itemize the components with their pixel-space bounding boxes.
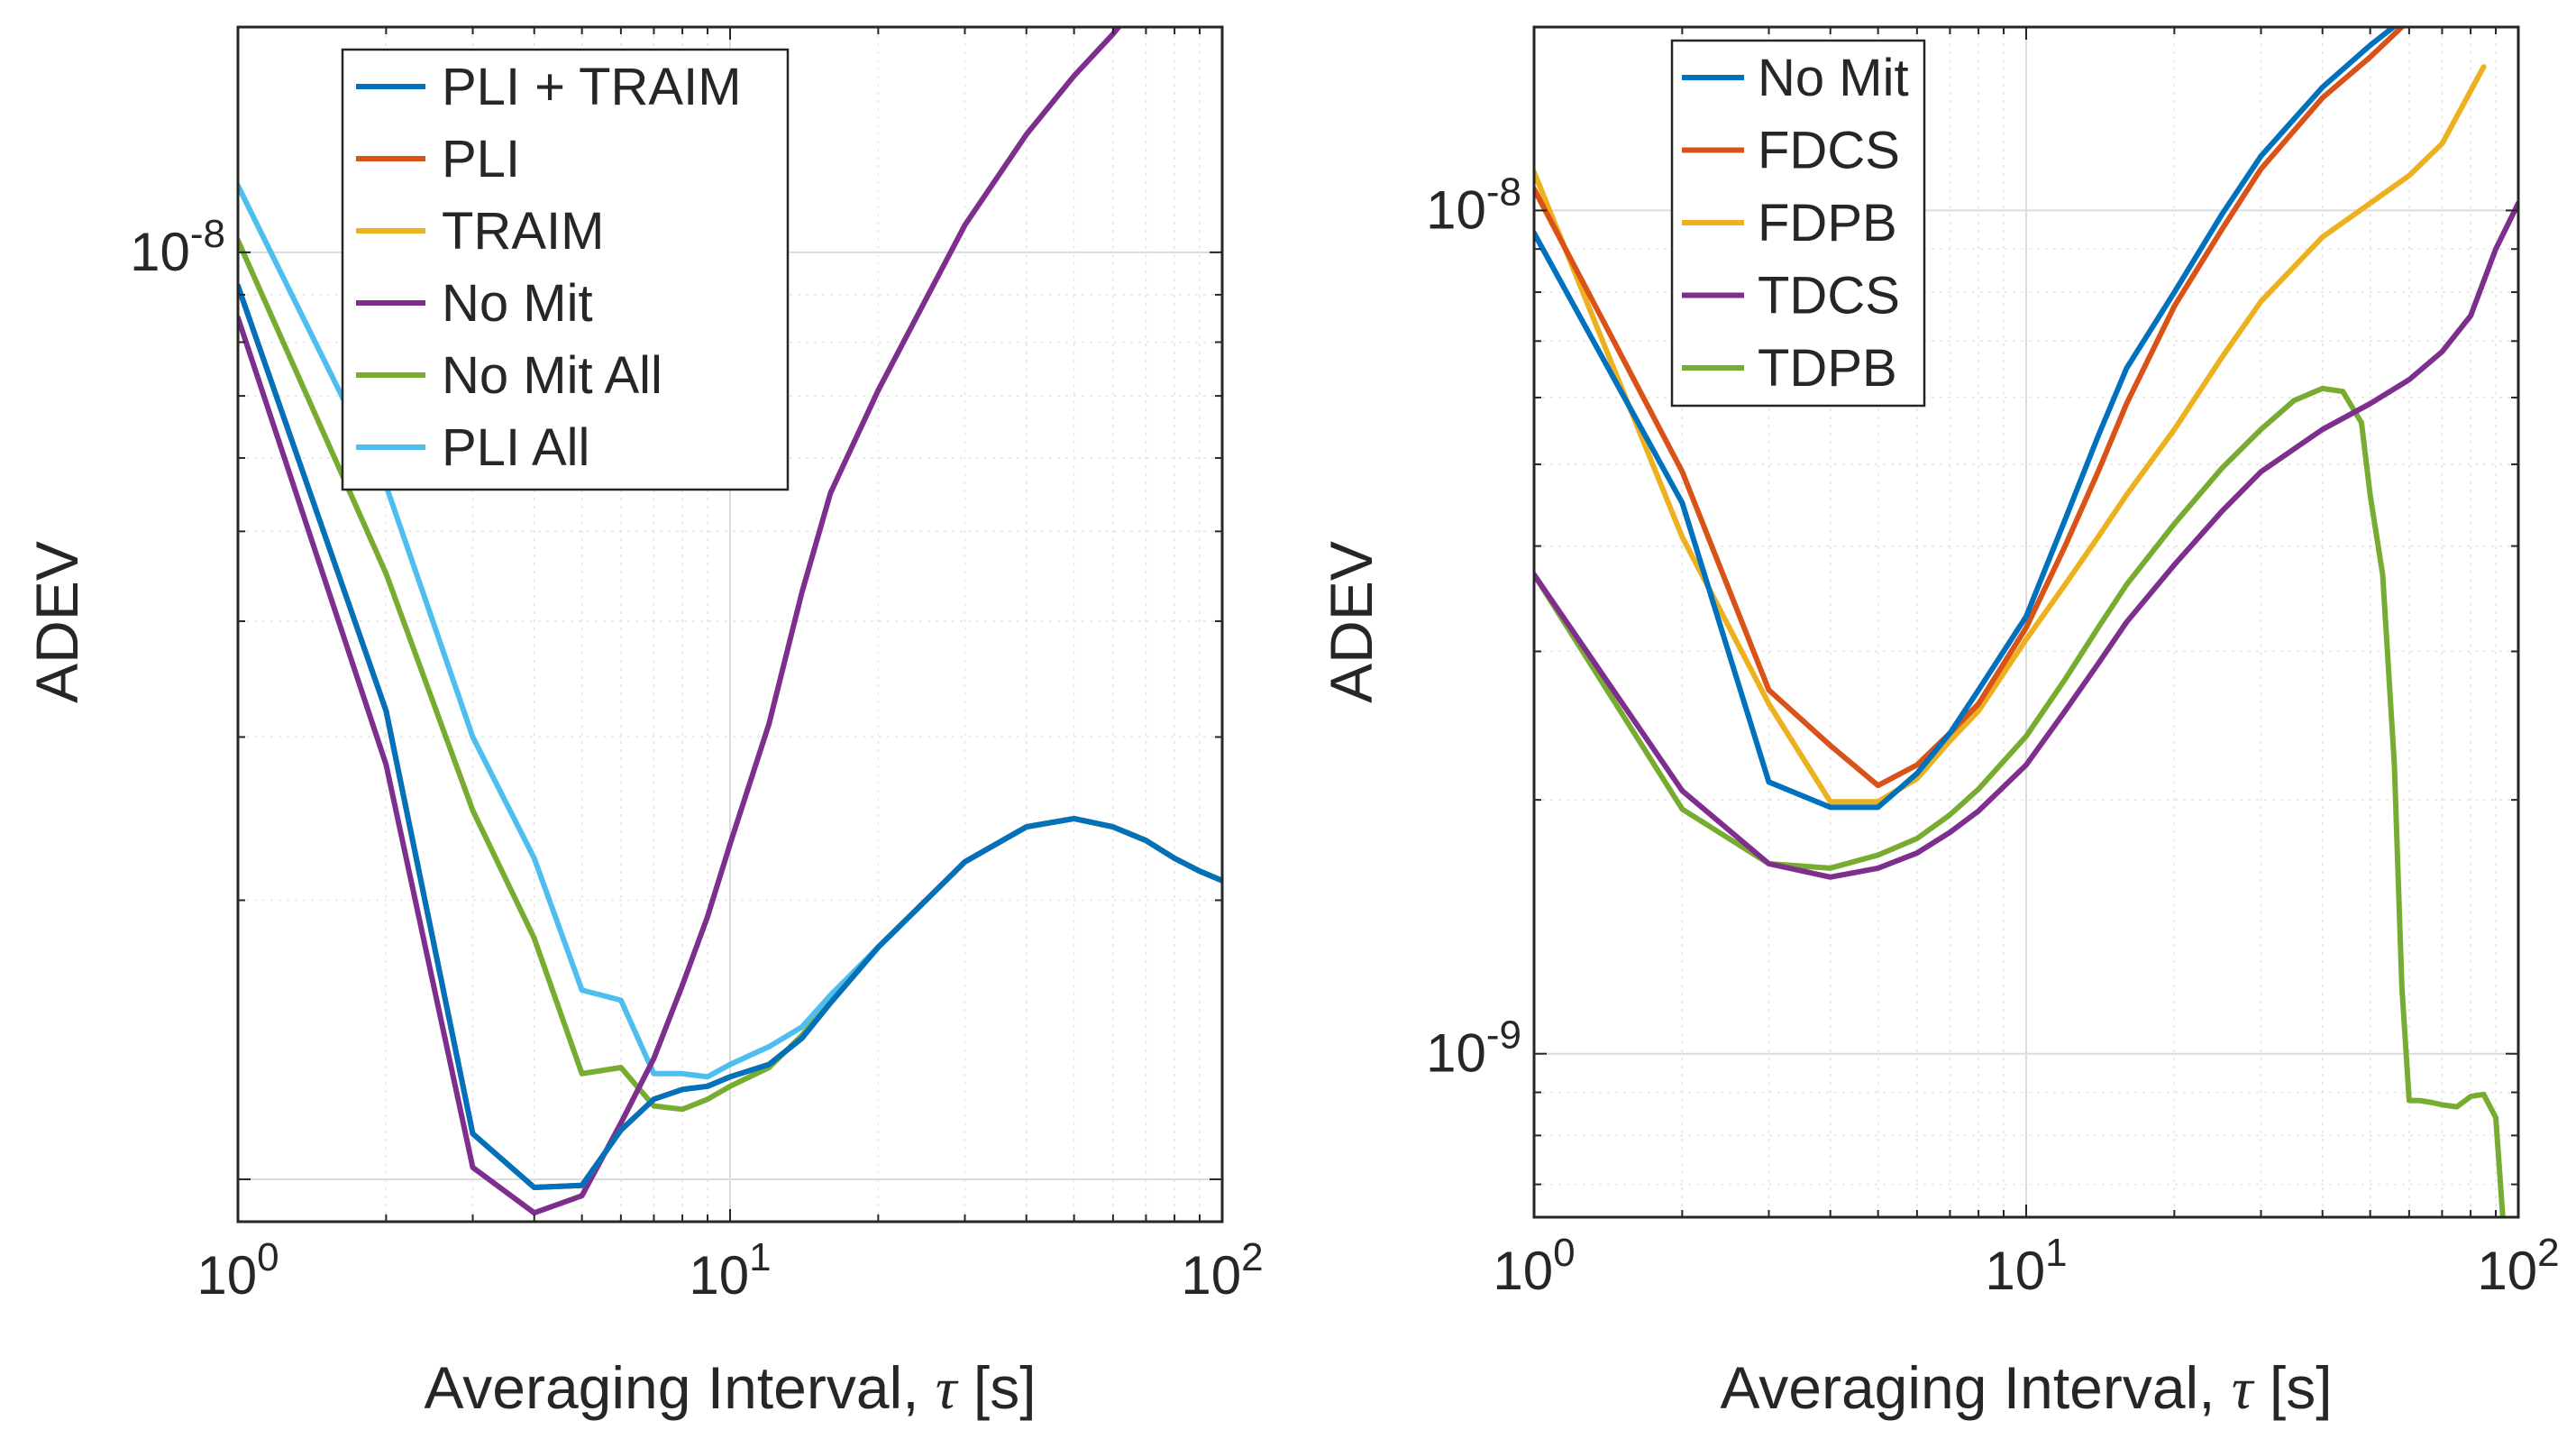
series-line-tdcs — [1534, 200, 2518, 880]
right-legend: No Mit FDCS FDPB TDCS TDPB — [1670, 39, 1926, 408]
legend-label: PLI — [442, 130, 520, 188]
y-tick-label: 10-8 — [130, 212, 225, 282]
left-y-tick-labels: 10-8 — [130, 212, 225, 282]
legend-label: No Mit — [442, 274, 593, 333]
series-line-fdcs — [1534, 27, 2405, 789]
legend-label: No Mit All — [442, 346, 662, 405]
x-tick-label: 102 — [2477, 1231, 2559, 1301]
series-line-no-mit — [238, 27, 1122, 1216]
legend-label: TRAIM — [442, 202, 604, 261]
legend-label: TDCS — [1758, 267, 1900, 325]
legend-label: TDPB — [1758, 339, 1897, 398]
right-chart-panel: 100 101 102 10-9 10-8 Averaging Interval, τ… — [1318, 25, 2560, 1422]
left-legend: PLI + TRAIM PLI TRAIM No Mit No Mit All PLI A… — [341, 48, 790, 491]
x-tick-label: 101 — [689, 1235, 771, 1306]
right-series-layer — [1534, 27, 2518, 1217]
left-legend-box — [341, 48, 790, 491]
right-x-tick-labels: 100 101 102 — [1493, 1231, 2559, 1301]
left-x-tick-labels: 100 101 102 — [196, 1235, 1263, 1306]
right-axes-box — [1532, 25, 2520, 1219]
x-tick-label: 102 — [1181, 1235, 1263, 1306]
series-line-tdpb — [1534, 385, 2506, 1217]
right-y-axis-label: ADEV — [1318, 541, 1384, 703]
series-line-no-mit — [1534, 27, 2398, 811]
legend-label: PLI + TRAIM — [442, 58, 742, 116]
right-x-axis-label: Averaging Interval, τ [s] — [1720, 1354, 2332, 1422]
y-tick-label: 10-9 — [1426, 1013, 1521, 1084]
right-legend-entries: No Mit FDCS FDPB TDCS TDPB — [1682, 49, 1909, 398]
left-axes-box — [236, 25, 1224, 1223]
x-tick-label: 101 — [1985, 1231, 2067, 1301]
y-tick-label: 10-8 — [1426, 170, 1521, 240]
series-line-pli-traim — [238, 283, 1222, 1190]
series-line-fdpb — [1534, 64, 2487, 805]
legend-label: No Mit — [1758, 49, 1909, 107]
left-chart-panel: 100 101 102 10-8 Averaging Interval, τ [s]… — [23, 25, 1264, 1422]
x-tick-label: 100 — [1493, 1231, 1575, 1301]
right-y-tick-labels: 10-9 10-8 — [1426, 170, 1521, 1083]
legend-label: FDCS — [1758, 122, 1900, 180]
left-legend-entries: PLI + TRAIM PLI TRAIM No Mit No Mit All PLI A… — [356, 58, 742, 477]
left-y-axis-label: ADEV — [23, 541, 90, 703]
x-tick-label: 100 — [196, 1235, 279, 1306]
legend-label: PLI All — [442, 418, 589, 477]
legend-label: FDPB — [1758, 194, 1897, 252]
left-x-axis-label: Averaging Interval, τ [s] — [424, 1354, 1036, 1422]
left-series-layer — [238, 27, 1222, 1216]
